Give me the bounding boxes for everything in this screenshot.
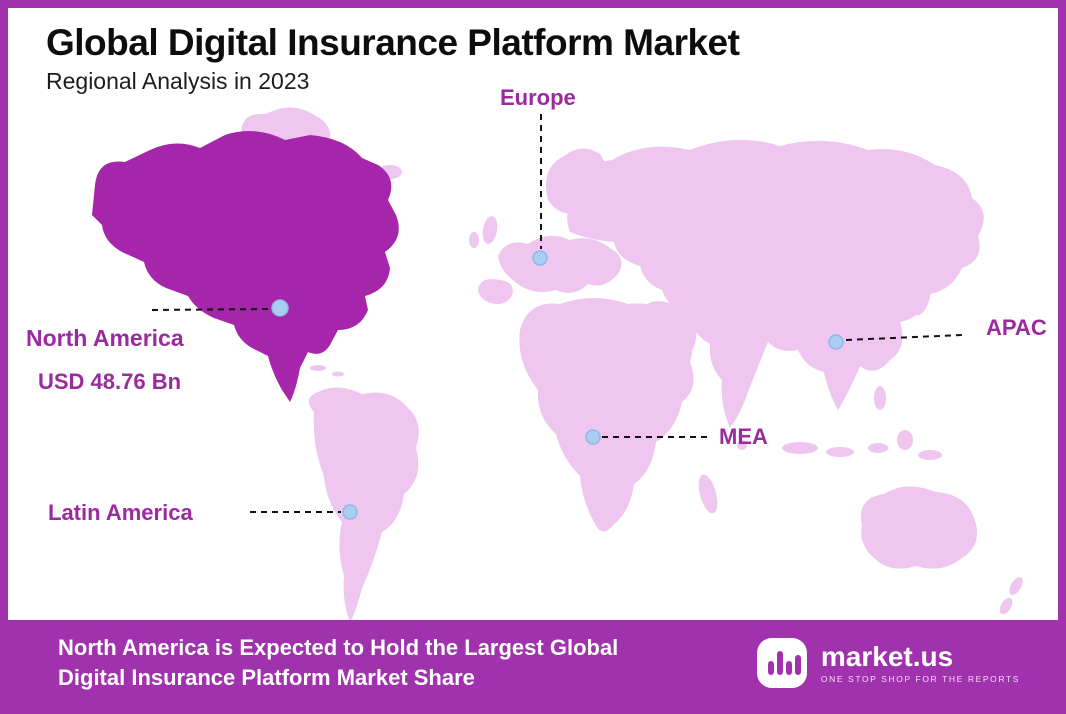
brand-name: market.us [820, 640, 954, 672]
madagascar-shape [698, 474, 718, 514]
caribbean-shape-1 [310, 365, 326, 371]
sri-lanka-shape [737, 440, 747, 450]
indonesia-shape-4 [897, 430, 913, 450]
page-subtitle: Regional Analysis in 2023 [46, 68, 310, 94]
marketus-logo-icon [756, 638, 807, 688]
brand-tagline: ONE STOP SHOP FOR THE REPORTS [820, 674, 1020, 685]
caribbean-shape-2 [332, 371, 344, 377]
footer-banner: North America is Expected to Hold the La… [0, 620, 1066, 714]
region-label-apac: APAC [986, 315, 1047, 340]
region-label-north-america: North America [26, 325, 184, 351]
region-value-north-america: USD 48.76 Bn [38, 369, 182, 394]
header: Global Digital Insurance Platform Market… [46, 22, 740, 95]
marker-apac [828, 334, 844, 350]
new-zealand-shape-2 [999, 597, 1013, 615]
asia-shape [567, 139, 984, 428]
europe-shape [498, 235, 622, 293]
banner-line-1: North America is Expected to Hold the La… [58, 634, 619, 660]
africa-shape [519, 298, 694, 532]
indonesia-shape-5 [918, 450, 942, 460]
uk-shape [482, 216, 498, 244]
banner-headline: North America is Expected to Hold the La… [58, 633, 618, 694]
marker-north-america [271, 299, 289, 317]
banner-line-2: Digital Insurance Platform Market Share [58, 665, 475, 690]
indonesia-shape-2 [826, 447, 854, 457]
indonesia-shape-3 [868, 443, 888, 453]
philippines-shape [874, 386, 886, 410]
leader-line-apac [845, 334, 963, 341]
brand-words: market.us ONE STOP SHOP FOR THE REPORTS [820, 640, 1020, 685]
marker-europe [532, 250, 548, 266]
region-label-mea: MEA [719, 424, 768, 449]
indonesia-shape-1 [782, 442, 818, 454]
arabia-shape [640, 301, 697, 363]
south-america-shape [308, 387, 419, 622]
region-label-europe: Europe [500, 85, 576, 110]
ireland-shape [469, 232, 479, 248]
marker-mea [585, 429, 601, 445]
new-zealand-shape-1 [1009, 576, 1023, 596]
japan-shape [913, 284, 931, 316]
brand-logo: market.us ONE STOP SHOP FOR THE REPORTS [756, 637, 1020, 689]
leader-line-north-america [151, 308, 270, 311]
marker-latin-america [342, 504, 358, 520]
page-title: Global Digital Insurance Platform Market [46, 22, 740, 63]
japan-north-shape [930, 270, 940, 286]
north-america-shape [92, 131, 399, 402]
iberia-shape [478, 279, 513, 304]
region-label-latin-america: Latin America [48, 500, 193, 525]
australia-shape [860, 486, 978, 569]
